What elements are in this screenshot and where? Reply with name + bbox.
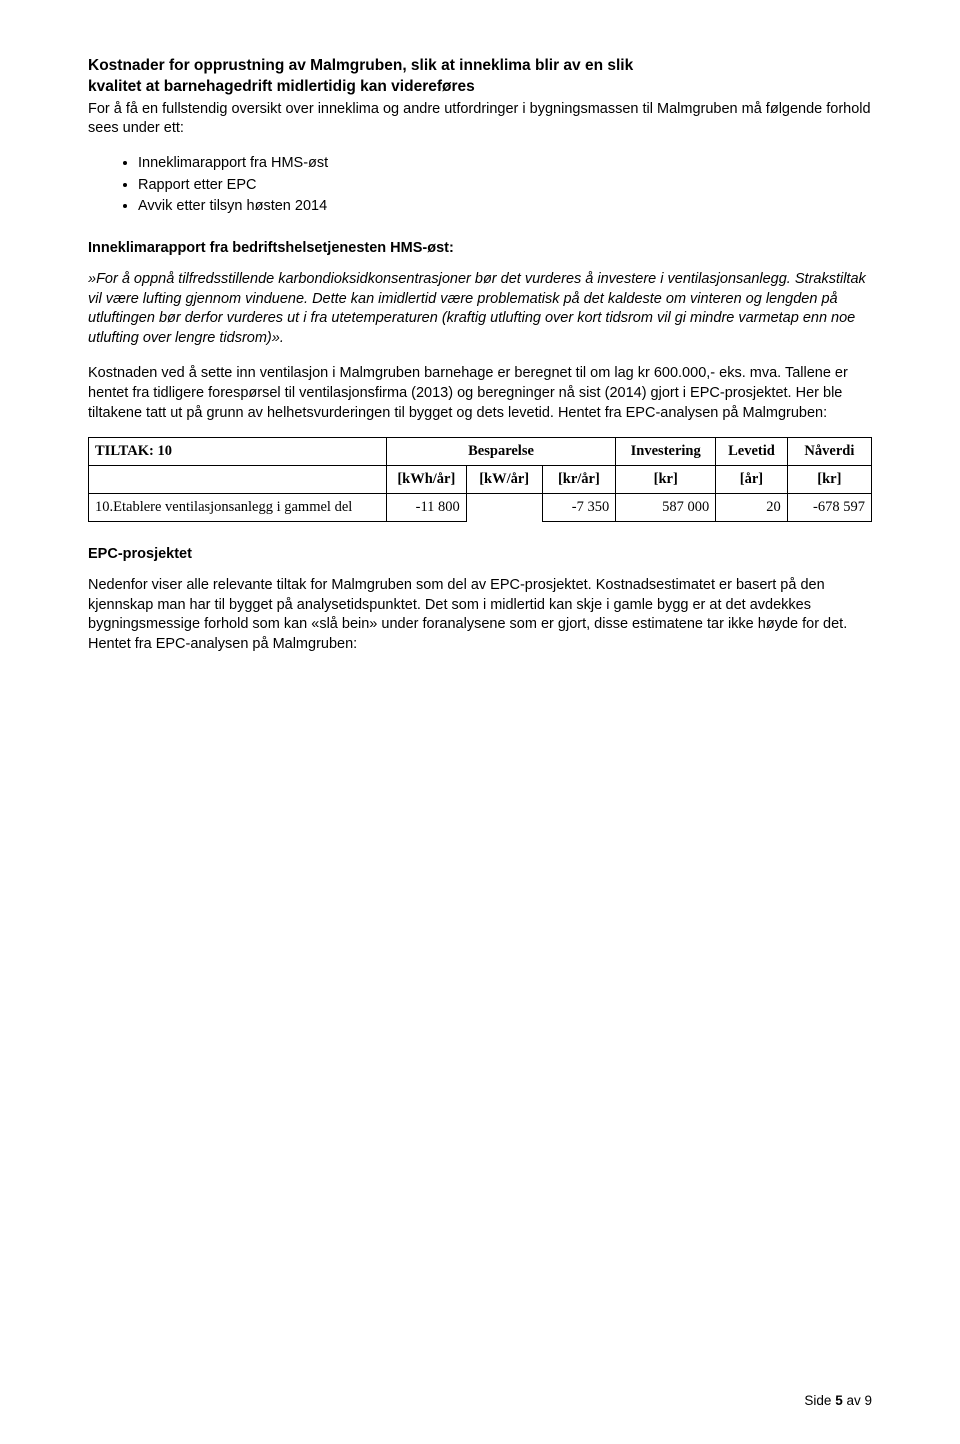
footer-page-num: 5: [835, 1393, 843, 1408]
td-naverdi: -678 597: [787, 494, 871, 522]
th-investering: Investering: [616, 438, 716, 466]
title-line-1: Kostnader for opprustning av Malmgruben,…: [88, 57, 633, 74]
table-row-data: 10.Etablere ventilasjonsanlegg i gammel …: [89, 494, 872, 522]
footer-suffix: av 9: [843, 1393, 872, 1408]
th-tiltak: TILTAK: 10: [89, 438, 387, 466]
td-investering: 587 000: [616, 494, 716, 522]
bullet-item: Inneklimarapport fra HMS-øst: [138, 153, 872, 175]
td-levetid: 20: [716, 494, 788, 522]
td-unit-kr: [kr]: [616, 466, 716, 494]
epc-heading: EPC-prosjektet: [88, 546, 872, 562]
td-tiltak-desc: 10.Etablere ventilasjonsanlegg i gammel …: [89, 494, 387, 522]
td-unit-kr-ar: [kr/år]: [542, 466, 616, 494]
td-unit-kr2: [kr]: [787, 466, 871, 494]
intro-paragraph: For å få en fullstendig oversikt over in…: [88, 100, 872, 139]
section-title: Kostnader for opprustning av Malmgruben,…: [88, 56, 872, 98]
td-unit-kw: [kW/år]: [466, 466, 542, 494]
epc-table-tiltak10: TILTAK: 10 Besparelse Investering Leveti…: [88, 437, 872, 522]
td-kwh: -11 800: [386, 494, 466, 522]
table-row-header: TILTAK: 10 Besparelse Investering Leveti…: [89, 438, 872, 466]
cost-paragraph: Kostnaden ved å sette inn ventilasjon i …: [88, 364, 872, 423]
page-footer: Side 5 av 9: [804, 1393, 872, 1408]
td-kw-empty: [466, 494, 542, 522]
bullet-item: Rapport etter EPC: [138, 175, 872, 197]
td-kr-ar: -7 350: [542, 494, 616, 522]
table-row-units: [kWh/år] [kW/år] [kr/år] [kr] [år] [kr]: [89, 466, 872, 494]
td-unit-kwh: [kWh/år]: [386, 466, 466, 494]
title-line-2: kvalitet at barnehagedrift midlertidig k…: [88, 78, 475, 95]
td-unit-blank: [89, 466, 387, 494]
th-levetid: Levetid: [716, 438, 788, 466]
quote-paragraph: »For å oppnå tilfredsstillende karbondio…: [88, 270, 872, 348]
subheading-inneklimarapport: Inneklimarapport fra bedriftshelsetjenes…: [88, 240, 872, 256]
bullet-item: Avvik etter tilsyn høsten 2014: [138, 196, 872, 218]
th-naverdi: Nåverdi: [787, 438, 871, 466]
bullet-list: Inneklimarapport fra HMS-øst Rapport ett…: [138, 153, 872, 218]
footer-prefix: Side: [804, 1393, 835, 1408]
th-besparelse: Besparelse: [386, 438, 615, 466]
epc-paragraph: Nedenfor viser alle relevante tiltak for…: [88, 576, 872, 654]
td-unit-ar: [år]: [716, 466, 788, 494]
